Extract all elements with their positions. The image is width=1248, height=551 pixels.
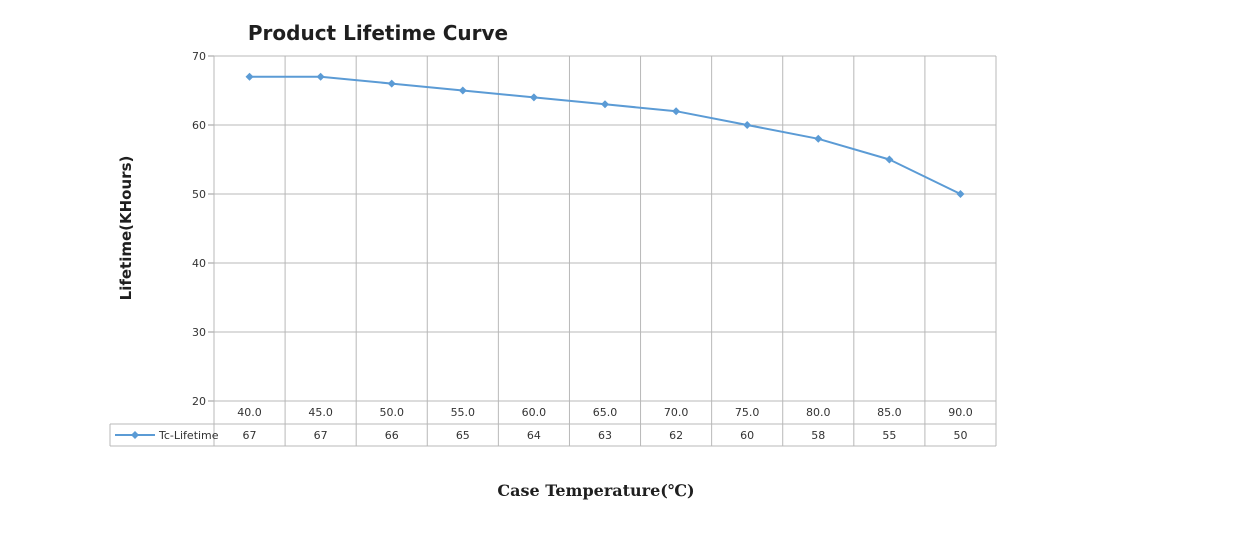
data-point [529, 93, 538, 102]
data-label: 67 [314, 429, 328, 442]
gridlines [208, 55, 997, 446]
data-label: 63 [598, 429, 612, 442]
x-tick-label: 55.0 [451, 406, 476, 419]
data-point [885, 155, 894, 164]
data-point [814, 134, 823, 143]
y-tick-labels: 20 30 40 50 60 70 [192, 50, 206, 408]
data-label: 60 [740, 429, 754, 442]
x-tick-label: 40.0 [237, 406, 262, 419]
data-point [458, 86, 467, 95]
x-tick-label: 85.0 [877, 406, 902, 419]
x-axis-label: Case Temperature(℃) [497, 481, 694, 500]
data-table: 40.0 45.0 50.0 55.0 60.0 65.0 70.0 75.0 80.0 85.0… [109, 406, 996, 447]
data-label: 65 [456, 429, 470, 442]
y-tick-label: 50 [192, 188, 206, 201]
data-point [672, 107, 681, 116]
data-label: 66 [385, 429, 399, 442]
y-tick-label: 30 [192, 326, 206, 339]
data-label: 67 [243, 429, 257, 442]
data-label: 55 [882, 429, 896, 442]
data-point [316, 72, 325, 81]
y-tick-label: 40 [192, 257, 206, 270]
data-point [601, 100, 609, 109]
data-point [387, 79, 396, 88]
legend-label: Tc-Lifetime [158, 429, 219, 442]
chart-title: Product Lifetime Curve [248, 21, 508, 45]
data-label: 64 [527, 429, 541, 442]
y-tick-label: 60 [192, 119, 206, 132]
x-tick-label: 45.0 [308, 406, 333, 419]
x-tick-label: 75.0 [735, 406, 760, 419]
data-label: 58 [811, 429, 825, 442]
x-tick-label: 90.0 [948, 406, 973, 419]
x-tick-label: 70.0 [664, 406, 689, 419]
y-axis-label: Lifetime(KHours) [117, 156, 135, 301]
legend-marker [131, 431, 139, 439]
data-point [743, 121, 752, 129]
x-tick-label: 65.0 [593, 406, 618, 419]
series-lines [245, 72, 965, 198]
data-label: 50 [953, 429, 967, 442]
y-tick-label: 20 [192, 395, 206, 408]
data-point [245, 72, 254, 81]
y-tick-label: 70 [192, 50, 206, 63]
data-point [956, 190, 965, 198]
x-tick-label: 60.0 [522, 406, 547, 419]
x-tick-label: 80.0 [806, 406, 831, 419]
data-label: 62 [669, 429, 683, 442]
x-tick-label: 50.0 [379, 406, 404, 419]
